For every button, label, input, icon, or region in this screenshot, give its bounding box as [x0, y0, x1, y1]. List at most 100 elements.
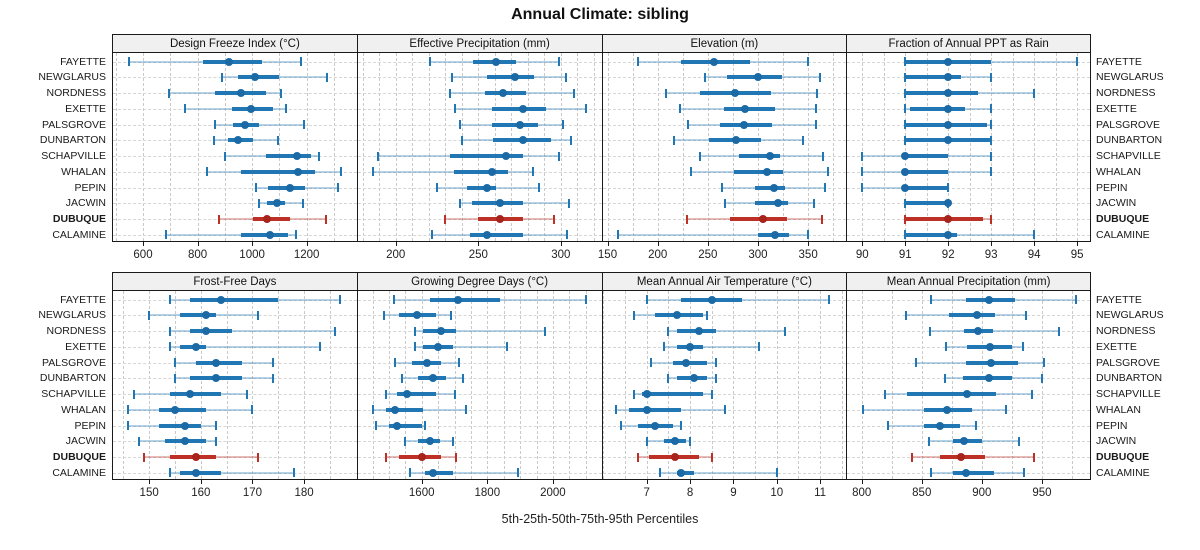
whisker-cap-p95 [450, 310, 453, 320]
median-dot [763, 167, 771, 176]
vertical-gridline [711, 291, 713, 479]
whisker-cap-p95 [1025, 310, 1028, 320]
median-dot [901, 183, 910, 192]
whisker-cap-p95 [246, 389, 249, 399]
median-dot [731, 136, 740, 145]
whisker-cap-p5 [943, 373, 946, 383]
vertical-gridline [115, 53, 117, 241]
panel-strip: Frost-Free Days [112, 272, 357, 291]
axis-tick-label: 1600 [408, 487, 435, 499]
row-label-left: FAYETTE [60, 293, 106, 306]
median-dot [286, 183, 295, 192]
whisker-cap-p95 [279, 88, 282, 98]
axis-tick-label: 180 [294, 487, 314, 499]
row-label-right: SCHAPVILLE [1096, 388, 1161, 401]
median-dot [201, 311, 210, 320]
median-dot [709, 57, 718, 66]
row-label-left: DUBUQUE [52, 213, 106, 226]
vertical-gridline [197, 53, 199, 241]
axis-tick-label: 7 [643, 487, 650, 499]
axis-tick-label: 300 [748, 249, 768, 261]
whisker-cap-p95 [256, 452, 259, 462]
axis-tick-label: 170 [242, 487, 263, 499]
median-dot [482, 183, 491, 192]
whisker-cap-p5 [459, 198, 462, 208]
row-gridline [357, 331, 602, 333]
whisker-cap-p95 [1040, 373, 1043, 383]
percentile-whisker [905, 233, 1035, 236]
row-gridline [113, 171, 357, 173]
median-dot [492, 57, 501, 66]
median-dot [224, 57, 233, 66]
median-dot [901, 167, 910, 176]
panel-title: Mean Annual Precipitation (mm) [886, 275, 1051, 288]
vertical-gridline [552, 291, 554, 479]
whisker-cap-p95 [1022, 468, 1025, 478]
panel-strip: Elevation (m) [601, 34, 847, 53]
median-dot [294, 167, 303, 176]
row-gridline [602, 219, 847, 221]
median-dot [774, 199, 783, 208]
whisker-cap-p5 [698, 151, 701, 161]
whisker-cap-p5 [429, 57, 432, 67]
axis-tick-label: 1800 [474, 487, 501, 499]
row-label-right: PEPIN [1096, 419, 1128, 432]
panel-body [356, 291, 602, 480]
interquartile-bar [190, 297, 279, 302]
whisker-cap-p5 [861, 167, 864, 177]
whisker-cap-p5 [636, 57, 639, 67]
row-label-left: DUNBARTON [39, 134, 106, 147]
interquartile-bar [642, 392, 704, 397]
median-dot [515, 120, 524, 129]
row-label-left: CALAMINE [52, 228, 106, 241]
interquartile-bar [190, 329, 232, 334]
whisker-cap-p5 [382, 310, 385, 320]
median-dot [944, 73, 953, 82]
row-label-left: NORDNESS [46, 87, 106, 100]
whisker-cap-p5 [165, 230, 168, 240]
whisker-cap-p95 [517, 468, 520, 478]
vertical-gridline [1055, 53, 1057, 241]
percentile-whisker [905, 60, 1078, 63]
row-label-right: PALSGROVE [1096, 356, 1160, 369]
percentile-whisker [372, 170, 533, 173]
interquartile-bar [238, 75, 280, 80]
whisker-cap-p5 [929, 326, 932, 336]
median-dot [393, 421, 402, 430]
axis-tick [1041, 480, 1043, 484]
median-dot [518, 104, 527, 113]
whisker-cap-p5 [663, 342, 666, 352]
vertical-gridline [607, 53, 609, 241]
axis-tick [395, 242, 397, 246]
row-gridline [113, 425, 357, 427]
whisker-cap-p5 [672, 135, 675, 145]
whisker-cap-p95 [215, 436, 218, 446]
whisker-cap-p95 [584, 104, 587, 114]
axis-tick-label: 300 [551, 249, 571, 261]
vertical-gridline [690, 291, 692, 479]
median-dot [985, 374, 994, 383]
whisker-cap-p95 [453, 389, 456, 399]
vertical-gridline [682, 53, 684, 241]
median-dot [673, 311, 682, 320]
whisker-cap-p95 [451, 436, 454, 446]
whisker-cap-p95 [819, 72, 822, 82]
interquartile-bar [729, 217, 788, 222]
whisker-cap-p95 [553, 214, 556, 224]
axis-tick-label: 94 [1027, 249, 1041, 261]
row-label-right: DUBUQUE [1096, 451, 1150, 464]
axis-tick-label: 11 [814, 487, 827, 499]
whisker-cap-p5 [168, 342, 171, 352]
interquartile-bar [909, 106, 966, 111]
interquartile-bar [953, 470, 994, 475]
whisker-cap-p5 [384, 452, 387, 462]
whisker-cap-p5 [257, 198, 260, 208]
percentile-whisker [930, 330, 1059, 333]
vertical-gridline [891, 291, 893, 479]
axis-tick-label: 1000 [239, 249, 265, 261]
whisker-cap-p5 [658, 468, 661, 478]
whisker-cap-p5 [459, 120, 462, 130]
axis-tick [607, 242, 609, 246]
interquartile-bar [253, 217, 291, 222]
whisker-cap-p95 [821, 214, 824, 224]
